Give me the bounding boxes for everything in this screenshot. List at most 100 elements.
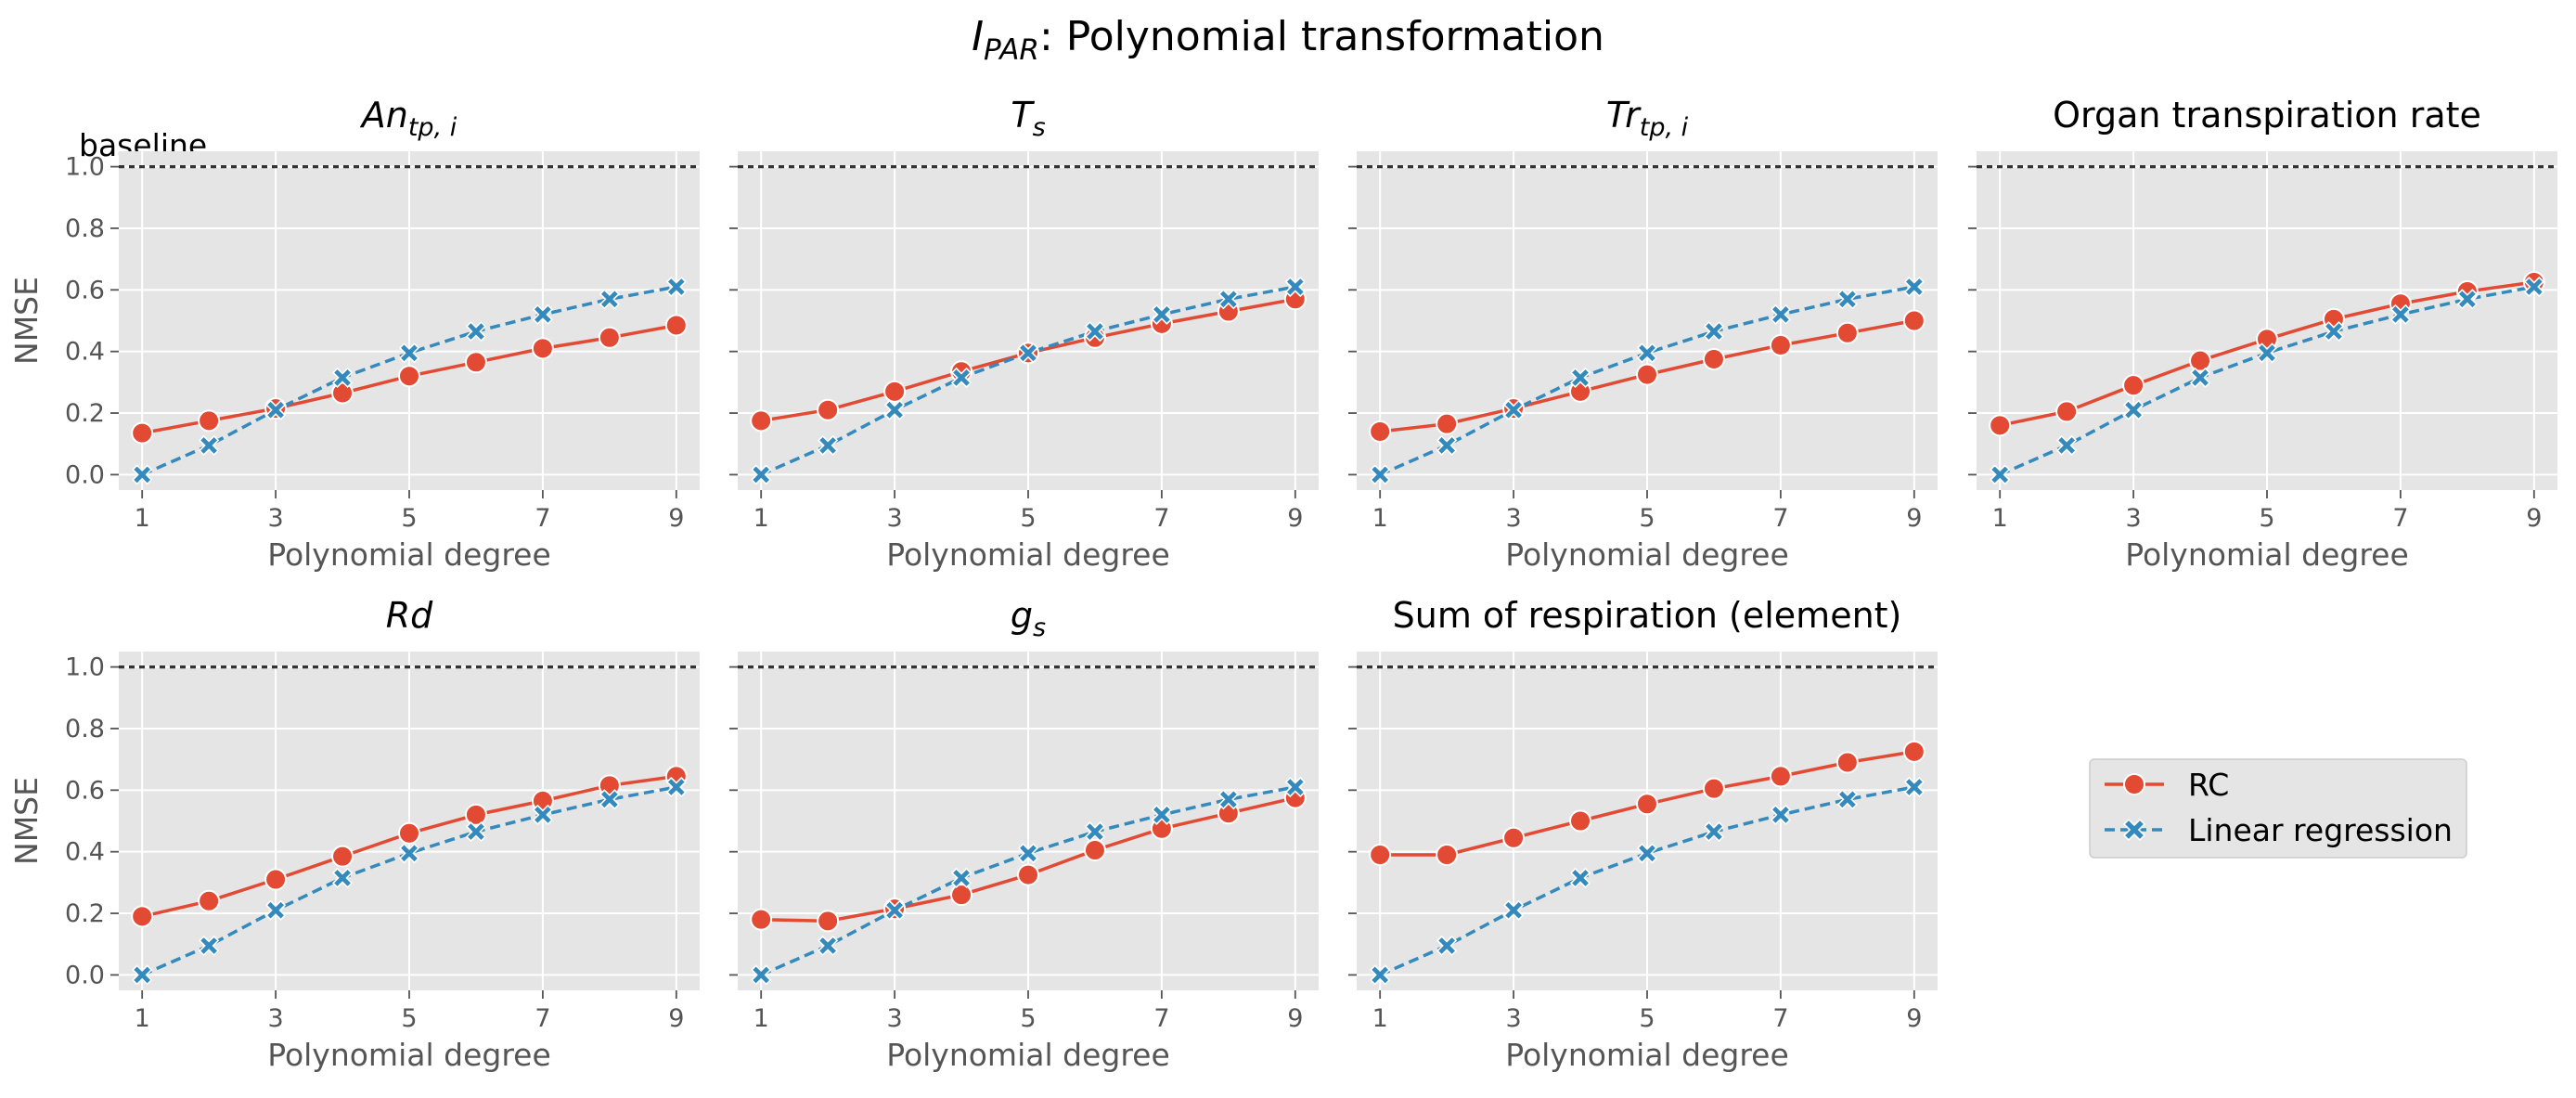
x-axis-label: Polynomial degree bbox=[886, 1037, 1170, 1073]
x-tick-label: 1 bbox=[753, 504, 769, 533]
x-tick-label: 9 bbox=[1287, 1004, 1303, 1033]
x-tick-label: 7 bbox=[1153, 1004, 1169, 1033]
y-axis-label: NMSE bbox=[8, 777, 45, 865]
x-tick-label: 1 bbox=[135, 504, 150, 533]
linear-regression-point bbox=[1636, 342, 1658, 364]
rc-point bbox=[1636, 793, 1658, 816]
rc-point bbox=[750, 409, 773, 433]
linear-regression-point bbox=[751, 464, 772, 485]
rc-point bbox=[131, 421, 154, 445]
x-axis-label: Polynomial degree bbox=[267, 536, 551, 573]
linear-regression-point bbox=[2523, 276, 2544, 298]
linear-regression-point bbox=[1436, 434, 1458, 457]
y-tick-label: 0.8 bbox=[65, 715, 105, 743]
linear-regression-point bbox=[818, 935, 839, 957]
linear-regression-point bbox=[1284, 776, 1306, 798]
rc-point bbox=[1369, 844, 1392, 866]
linear-regression-point bbox=[132, 464, 153, 485]
x-tick-label: 9 bbox=[1906, 1004, 1922, 1033]
linear-regression-point bbox=[1217, 789, 1239, 810]
panel-title: Organ transpiration rate bbox=[2053, 95, 2481, 136]
x-tick-label: 5 bbox=[1020, 504, 1036, 533]
rc-point bbox=[883, 380, 907, 403]
panel-title: Antp, i bbox=[359, 95, 457, 142]
linear-regression-point bbox=[751, 964, 772, 986]
linear-regression-point bbox=[264, 399, 287, 420]
x-tick-label: 3 bbox=[267, 1004, 283, 1033]
figure-title-main: I bbox=[972, 13, 984, 60]
panel-title: Trtp, i bbox=[1606, 95, 1689, 142]
x-tick-label: 3 bbox=[886, 1004, 902, 1033]
rc-point bbox=[1369, 420, 1392, 443]
rc-point bbox=[2189, 349, 2212, 372]
x-tick-label: 9 bbox=[2526, 504, 2542, 533]
linear-regression-point bbox=[532, 804, 554, 825]
y-axis-label: NMSE bbox=[8, 277, 45, 365]
panel-4: 1 3 5 7 9 Polynomial degree Organ transpiratio… bbox=[1968, 95, 2557, 573]
x-tick-label: 5 bbox=[401, 1004, 417, 1033]
x-tick-label: 3 bbox=[1505, 504, 1521, 533]
rc-point bbox=[398, 821, 420, 845]
figure-title-sub: PAR bbox=[984, 33, 1039, 67]
panel-3: 1 3 5 7 9 Polynomial degree Trtp, i bbox=[1348, 95, 1938, 573]
linear-regression-point bbox=[2323, 320, 2345, 342]
panel-2: 1 3 5 7 9 Polynomial degree Ts bbox=[729, 95, 1319, 573]
panel-title: Rd bbox=[386, 595, 433, 636]
linear-regression-point bbox=[2456, 289, 2478, 310]
linear-regression-point bbox=[1217, 289, 1239, 310]
linear-regression-point bbox=[1569, 367, 1591, 389]
linear-regression-point bbox=[199, 434, 220, 457]
linear-regression-point bbox=[1636, 843, 1658, 864]
x-axis-label: Polynomial degree bbox=[2125, 536, 2409, 573]
rc-point bbox=[2055, 400, 2079, 423]
panels: 0.0 0.2 0.4 0.6 0.8 1.0 1 3 5 7 9 Polynomial degree… bbox=[8, 95, 2557, 1073]
linear-regression-point bbox=[883, 399, 906, 420]
linear-regression-point bbox=[1370, 464, 1391, 485]
linear-regression-point bbox=[1770, 804, 1792, 825]
x-axis-label: Polynomial degree bbox=[1505, 1037, 1789, 1073]
linear-regression-point bbox=[2389, 304, 2412, 325]
x-tick-label: 7 bbox=[535, 504, 550, 533]
linear-regression-point bbox=[818, 434, 839, 457]
linear-regression-point bbox=[1017, 342, 1039, 364]
x-tick-label: 5 bbox=[401, 504, 417, 533]
rc-point bbox=[598, 326, 621, 349]
x-tick-label: 1 bbox=[135, 1004, 150, 1033]
y-tick-label: 0.4 bbox=[65, 838, 105, 867]
linear-regression-point bbox=[1836, 789, 1858, 810]
rc-point bbox=[750, 908, 773, 931]
x-tick-label: 3 bbox=[1505, 1004, 1521, 1033]
rc-point bbox=[817, 910, 840, 933]
x-tick-label: 3 bbox=[2125, 504, 2141, 533]
x-tick-label: 9 bbox=[1906, 504, 1922, 533]
linear-regression-point bbox=[2122, 399, 2145, 420]
linear-regression-point bbox=[1017, 843, 1039, 864]
linear-regression-point bbox=[1151, 304, 1173, 325]
y-tick-label: 0.6 bbox=[65, 276, 105, 304]
panel-7: 1 3 5 7 9 Polynomial degree Sum of respiration… bbox=[1348, 595, 1938, 1073]
rc-point bbox=[1569, 809, 1592, 833]
rc-point bbox=[198, 889, 221, 912]
linear-regression-point bbox=[1903, 776, 1925, 798]
linear-regression-point bbox=[331, 867, 354, 889]
y-tick-label: 0.2 bbox=[65, 899, 105, 928]
rc-point bbox=[1502, 826, 1526, 849]
y-tick-label: 0.2 bbox=[65, 399, 105, 428]
linear-regression-point bbox=[1084, 320, 1106, 342]
rc-point bbox=[131, 905, 154, 928]
x-axis-label: Polynomial degree bbox=[1505, 536, 1789, 573]
rc-point bbox=[1989, 414, 2012, 437]
x-tick-label: 9 bbox=[668, 504, 684, 533]
linear-regression-point bbox=[2189, 367, 2211, 389]
linear-regression-point bbox=[1569, 867, 1591, 889]
rc-point bbox=[1769, 765, 1792, 788]
x-tick-label: 7 bbox=[535, 1004, 550, 1033]
linear-regression-point bbox=[331, 367, 354, 389]
linear-regression-point bbox=[465, 820, 487, 843]
x-axis-label: Polynomial degree bbox=[267, 1037, 551, 1073]
panel-title: gs bbox=[1011, 595, 1046, 642]
panel-title: Sum of respiration (element) bbox=[1393, 595, 1902, 636]
panel-5: 0.0 0.2 0.4 0.6 0.8 1.0 1 3 5 7 9 Polynomial degree… bbox=[8, 595, 700, 1073]
linear-regression-point bbox=[398, 843, 420, 864]
linear-regression-point bbox=[1990, 464, 2011, 485]
